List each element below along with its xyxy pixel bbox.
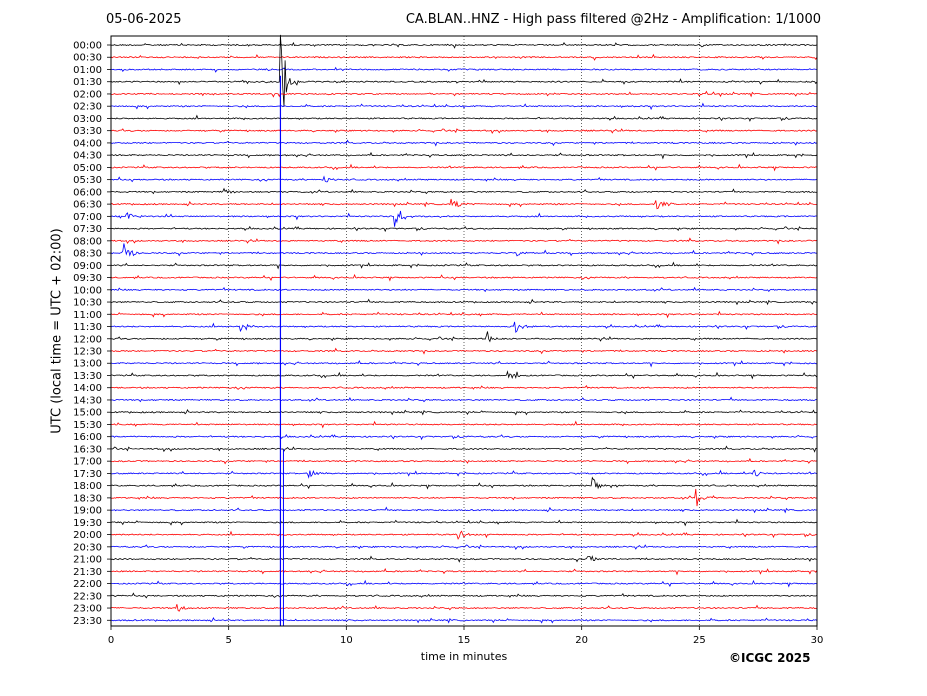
chart-title: CA.BLAN..HNZ - High pass filtered @2Hz -… bbox=[405, 12, 821, 27]
trace-0300 bbox=[110, 114, 818, 122]
x-tick-label: 5 bbox=[225, 635, 231, 646]
y-tick-label: 16:30 bbox=[73, 444, 102, 455]
x-tick-label: 10 bbox=[340, 635, 353, 646]
y-tick-label: 01:30 bbox=[73, 77, 102, 88]
y-tick-label: 05:00 bbox=[73, 163, 102, 174]
trace-1130 bbox=[110, 321, 818, 333]
y-tick-label: 11:30 bbox=[73, 322, 102, 333]
y-tick-label: 09:00 bbox=[73, 261, 102, 272]
y-tick-label: 03:30 bbox=[73, 126, 102, 137]
trace-0400 bbox=[110, 139, 818, 147]
y-tick-label: 13:30 bbox=[73, 371, 102, 382]
y-tick-label: 04:30 bbox=[73, 151, 102, 162]
x-axis-label: time in minutes bbox=[421, 650, 508, 663]
y-tick-label: 11:00 bbox=[73, 310, 102, 321]
y-tick-label: 19:30 bbox=[73, 518, 102, 529]
trace-2030 bbox=[110, 544, 817, 551]
y-tick-label: 04:00 bbox=[73, 138, 102, 149]
y-tick-label: 06:00 bbox=[73, 187, 102, 198]
date-label: 05-06-2025 bbox=[106, 12, 182, 27]
y-tick-label: 21:00 bbox=[73, 555, 102, 566]
y-tick-label: 09:30 bbox=[73, 273, 102, 284]
x-tick-label: 30 bbox=[811, 635, 824, 646]
trace-2300 bbox=[110, 604, 818, 612]
y-tick-label: 18:00 bbox=[73, 481, 102, 492]
trace-1630 bbox=[110, 445, 818, 453]
trace-1600 bbox=[110, 434, 818, 441]
y-tick-label: 19:00 bbox=[73, 506, 102, 517]
y-tick-label: 18:30 bbox=[73, 493, 102, 504]
trace-0200 bbox=[110, 90, 818, 98]
trace-1830 bbox=[110, 488, 818, 507]
trace-1900 bbox=[110, 506, 818, 514]
y-tick-label: 03:00 bbox=[73, 114, 102, 125]
y-tick-label: 00:30 bbox=[73, 53, 102, 64]
y-tick-label: 08:00 bbox=[73, 236, 102, 247]
y-tick-label: 12:00 bbox=[73, 334, 102, 345]
trace-1800 bbox=[110, 476, 818, 490]
y-tick-label: 02:30 bbox=[73, 102, 102, 113]
y-tick-label: 14:00 bbox=[73, 383, 102, 394]
x-tick-label: 0 bbox=[108, 635, 114, 646]
trace-1530 bbox=[110, 420, 818, 429]
trace-0830 bbox=[110, 243, 817, 257]
x-tick-label: 15 bbox=[458, 635, 471, 646]
trace-2330 bbox=[110, 617, 818, 624]
y-tick-label: 05:30 bbox=[73, 175, 102, 186]
y-tick-label: 23:30 bbox=[73, 616, 102, 627]
y-tick-label: 17:30 bbox=[73, 469, 102, 480]
y-tick-label: 10:30 bbox=[73, 298, 102, 309]
y-tick-label: 15:00 bbox=[73, 408, 102, 419]
y-tick-label: 08:30 bbox=[73, 249, 102, 260]
y-tick-label: 15:30 bbox=[73, 420, 102, 431]
trace-2230 bbox=[111, 592, 818, 599]
trace-0600 bbox=[110, 187, 818, 195]
y-tick-label: 02:00 bbox=[73, 89, 102, 100]
y-tick-label: 06:30 bbox=[73, 200, 102, 211]
trace-1500 bbox=[110, 409, 818, 416]
y-tick-label: 12:30 bbox=[73, 347, 102, 358]
trace-1100 bbox=[110, 310, 818, 319]
trace-1000 bbox=[110, 286, 818, 293]
y-tick-label: 20:00 bbox=[73, 530, 102, 541]
y-tick-label: 00:00 bbox=[73, 41, 102, 52]
y-tick-label: 13:00 bbox=[73, 359, 102, 370]
y-tick-label: 10:00 bbox=[73, 285, 102, 296]
x-tick-label: 20 bbox=[575, 635, 588, 646]
x-ticks-group: 0 5 10 15 20 25 30 bbox=[108, 626, 824, 646]
y-tick-label: 21:30 bbox=[73, 567, 102, 578]
y-tick-label: 20:30 bbox=[73, 542, 102, 553]
y-tick-label: 14:30 bbox=[73, 395, 102, 406]
copyright-label: ©ICGC 2025 bbox=[729, 651, 811, 665]
y-tick-label: 17:00 bbox=[73, 457, 102, 468]
y-tick-label: 16:00 bbox=[73, 432, 102, 443]
y-tick-label: 23:00 bbox=[73, 604, 102, 615]
trace-1030 bbox=[110, 298, 818, 306]
trace-1700 bbox=[110, 457, 818, 465]
y-tick-label: 07:00 bbox=[73, 212, 102, 223]
gridlines-group bbox=[228, 36, 700, 626]
x-tick-label: 25 bbox=[693, 635, 706, 646]
y-tick-label: 01:00 bbox=[73, 65, 102, 76]
trace-0430 bbox=[110, 151, 818, 160]
trace-2100 bbox=[110, 555, 818, 563]
y-tick-label: 22:00 bbox=[73, 579, 102, 590]
y-tick-label: 07:30 bbox=[73, 224, 102, 235]
trace-0930 bbox=[110, 273, 818, 282]
y-tick-label: 22:30 bbox=[73, 591, 102, 602]
